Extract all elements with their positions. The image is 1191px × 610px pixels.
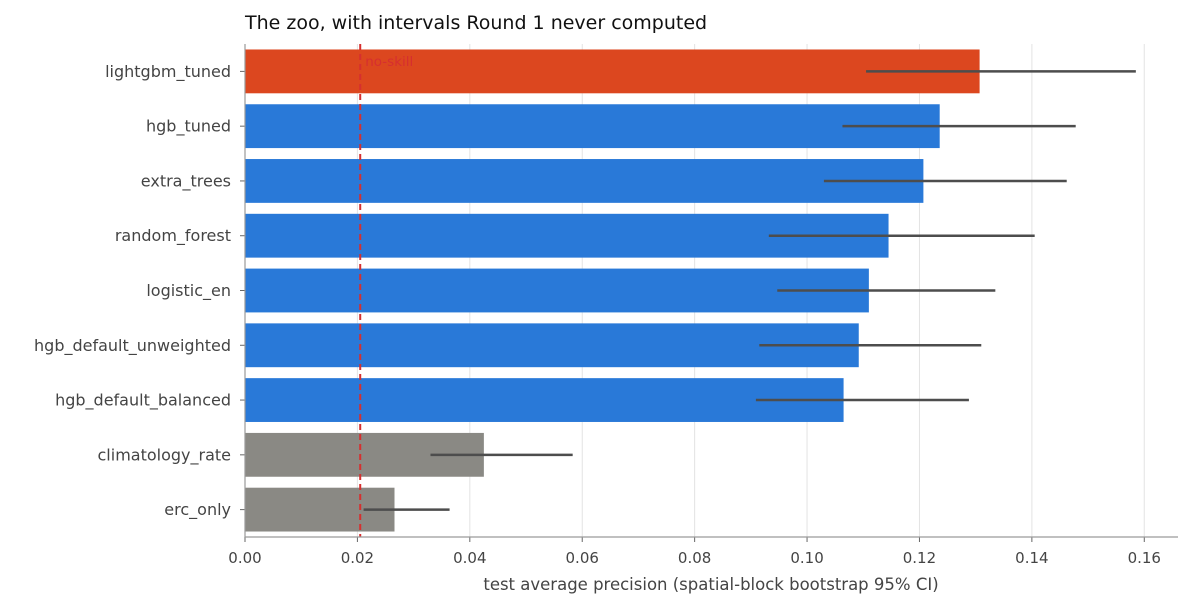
bar-lightgbm_tuned bbox=[245, 49, 980, 94]
bar-hgb_default_unweighted bbox=[245, 323, 859, 368]
category-label: logistic_en bbox=[146, 281, 231, 301]
category-label: climatology_rate bbox=[98, 445, 232, 465]
x-tick-label: 0.12 bbox=[903, 549, 936, 567]
category-label: extra_trees bbox=[141, 171, 231, 191]
category-label: lightgbm_tuned bbox=[105, 62, 231, 82]
x-axis-label: test average precision (spatial-block bo… bbox=[483, 575, 938, 594]
category-label: erc_only bbox=[164, 500, 231, 520]
x-tick-label: 0.06 bbox=[566, 549, 599, 567]
category-label: random_forest bbox=[115, 226, 231, 246]
x-tick-label: 0.02 bbox=[341, 549, 374, 567]
bar-extra_trees bbox=[245, 159, 924, 203]
chart-title: The zoo, with intervals Round 1 never co… bbox=[244, 12, 707, 34]
x-tick-label: 0.14 bbox=[1015, 549, 1048, 567]
bar-logistic_en bbox=[245, 268, 869, 313]
x-tick-label: 0.08 bbox=[678, 549, 711, 567]
x-tick-label: 0.04 bbox=[453, 549, 486, 567]
category-label: hgb_default_unweighted bbox=[34, 336, 231, 356]
x-tick-label: 0.16 bbox=[1128, 549, 1161, 567]
no-skill-label: no-skill bbox=[365, 54, 413, 70]
error-bars bbox=[363, 70, 1136, 511]
bar-hgb_default_balanced bbox=[245, 378, 844, 422]
x-tick-label: 0.00 bbox=[228, 549, 261, 567]
reference-line-group: no-skill bbox=[359, 44, 413, 537]
x-tick-label: 0.10 bbox=[790, 549, 823, 567]
category-label: hgb_tuned bbox=[146, 117, 231, 137]
bar-hgb_tuned bbox=[245, 104, 940, 149]
category-label: hgb_default_balanced bbox=[55, 391, 231, 411]
axes: 0.00 0.02 0.04 0.06 0.08 0.10 0.12 0.14 0.16 ligh… bbox=[34, 44, 1178, 567]
